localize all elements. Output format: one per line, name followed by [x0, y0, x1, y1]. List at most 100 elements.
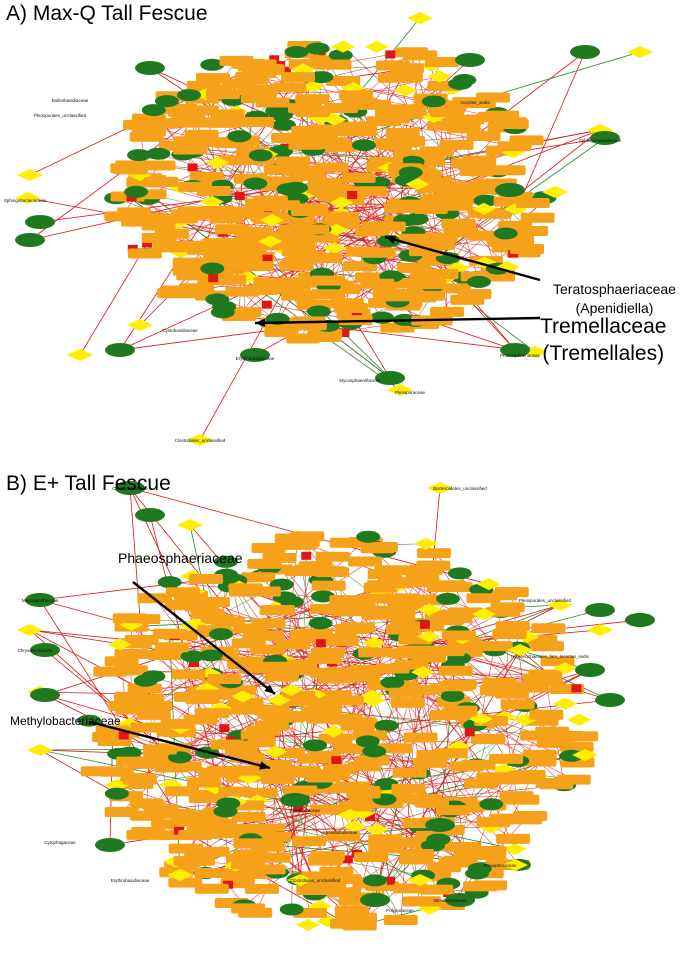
otu-node-orange: [497, 141, 532, 152]
edge-bundle: [364, 813, 375, 822]
otu-node-orange: [459, 166, 494, 177]
otu-node-orange: [194, 868, 229, 879]
otu-node-orange: [333, 303, 368, 314]
otu-node-orange: [466, 130, 501, 141]
otu-node-orange: [292, 836, 327, 847]
otu-node-yellow: [417, 902, 442, 915]
otu-node-orange: [127, 683, 162, 694]
otu-node-yellow: [258, 235, 283, 248]
otu-node-orange: [408, 246, 443, 257]
otu-node-orange: [391, 783, 426, 794]
otu-node-orange: [520, 730, 555, 741]
otu-node-orange: [343, 261, 378, 272]
edge-bundle: [419, 620, 430, 629]
taxon-node-label: Microbotryaceae: [433, 898, 467, 903]
otu-node-orange: [520, 212, 555, 223]
otu-node-green: [479, 798, 504, 811]
otu-node-orange: [281, 165, 316, 176]
otu-node-orange: [419, 146, 454, 157]
otu-node-orange: [443, 855, 478, 866]
otu-node-orange: [313, 187, 348, 198]
annotation-line: Phaeosphaeriaceae: [118, 550, 243, 566]
otu-node-orange: [167, 106, 202, 117]
otu-node-orange: [481, 271, 516, 282]
otu-node-green: [104, 787, 129, 800]
family-node-yellow: [407, 874, 433, 886]
edge-bundle: [571, 684, 582, 693]
otu-node-green: [362, 874, 387, 887]
otu-node-orange: [438, 612, 473, 623]
otu-node-orange: [116, 756, 151, 767]
otu-node-orange: [358, 647, 393, 658]
annotation-line: (Apenidiella): [575, 300, 654, 316]
otu-node-yellow: [342, 820, 367, 833]
otu-node-orange: [402, 896, 437, 907]
otu-node-orange: [367, 568, 402, 579]
otu-node-orange: [324, 211, 359, 222]
otu-node-green: [356, 530, 381, 543]
family-node-yellow: [17, 624, 43, 636]
family-node-green: [625, 613, 655, 627]
network-edge: [147, 217, 499, 277]
otu-node-orange: [131, 826, 166, 837]
network-edge: [257, 707, 468, 801]
network-edge: [283, 124, 378, 284]
otu-node-orange: [285, 565, 320, 576]
otu-node-orange: [233, 838, 268, 849]
otu-node-orange: [435, 805, 470, 816]
otu-node-orange: [285, 537, 320, 548]
otu-node-orange: [276, 639, 311, 650]
otu-node-orange: [343, 912, 378, 923]
edge-bundle: [189, 658, 200, 667]
otu-node-orange: [251, 618, 286, 629]
otu-node-orange: [226, 658, 261, 669]
otu-node-orange: [430, 306, 465, 317]
otu-node-orange: [104, 807, 139, 818]
otu-node-orange: [206, 117, 241, 128]
otu-node-orange: [510, 243, 545, 254]
otu-node-orange: [338, 801, 373, 812]
otu-node-orange: [438, 681, 473, 692]
otu-node-orange: [397, 262, 432, 273]
otu-node-orange: [296, 753, 331, 764]
otu-node-yellow: [205, 156, 230, 169]
otu-node-orange: [340, 622, 375, 633]
otu-node-orange: [416, 548, 451, 559]
otu-node-green: [279, 595, 304, 608]
otu-node-orange: [476, 772, 511, 783]
otu-node-orange: [198, 767, 233, 778]
panel-b: Cystobasidiaceae Bacteroidetes_unclassifi…: [0, 470, 680, 968]
network-graph-a: Mycosphaerellaceae Pleosporaceae Phaeospha…: [4, 12, 653, 446]
annotation-arrows: [254, 235, 541, 328]
otu-node-orange: [207, 673, 242, 684]
family-node-yellow: [17, 169, 43, 181]
otu-node-orange: [290, 629, 325, 640]
otu-node-orange: [228, 583, 263, 594]
annotation-arrow: [132, 581, 276, 695]
edge-bundle: [351, 309, 362, 318]
node-label-layer: Mycosphaerellaceae Pleosporaceae Phaeospha…: [4, 98, 622, 443]
otu-node-green: [306, 305, 331, 318]
family-node-green: [95, 838, 125, 852]
family-node-green: [495, 183, 525, 197]
edge-bundle: [118, 731, 129, 740]
network-edge: [79, 243, 148, 356]
otu-node-orange: [227, 307, 262, 318]
otu-node-orange: [443, 705, 478, 716]
otu-node-green: [374, 719, 399, 732]
taxon-node-label: Cystobasidiaceae: [112, 486, 148, 491]
edge-bundle: [208, 274, 219, 283]
otu-node-yellow: [362, 636, 387, 649]
otu-node-orange: [141, 160, 176, 171]
annotation-line: Teratosphaeriaceae: [553, 281, 676, 297]
otu-node-orange: [539, 779, 574, 790]
taxon-node-label: Mycosphaerellaceae: [339, 378, 381, 383]
family-node-yellow: [427, 482, 453, 494]
otu-node-green: [177, 89, 202, 102]
otu-node-yellow: [405, 178, 430, 191]
otu-node-orange: [184, 848, 219, 859]
otu-node-orange: [186, 777, 221, 788]
otu-node-orange: [390, 697, 425, 708]
annotation-tremellaceae: Tremellaceae (Tremellales): [540, 313, 666, 367]
node-label-layer: Cystobasidiaceae Bacteroidetes_unclassifi…: [18, 486, 590, 913]
